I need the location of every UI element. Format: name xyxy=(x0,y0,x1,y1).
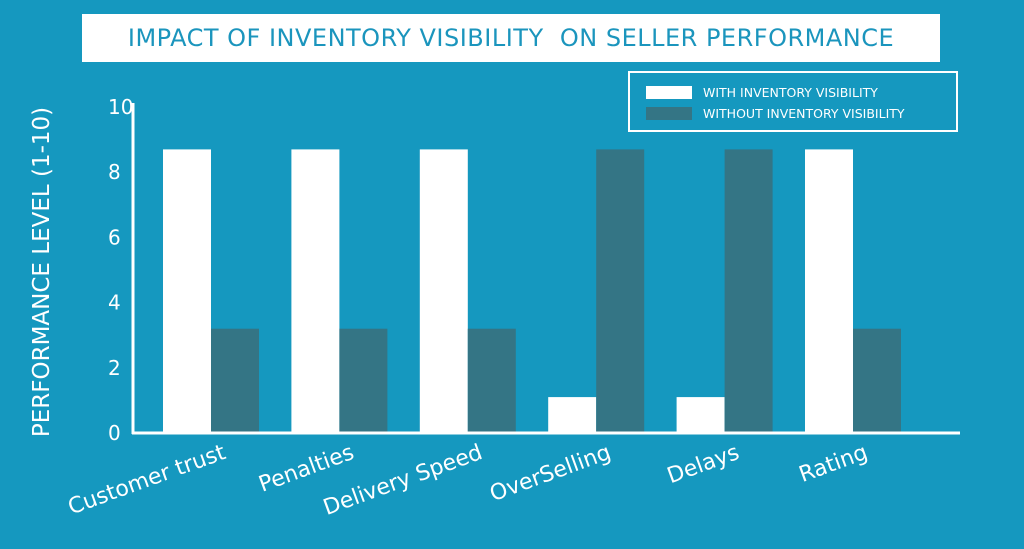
y-tick-2: 2 xyxy=(108,356,121,380)
y-tick-10: 10 xyxy=(108,95,133,119)
y-tick-4: 4 xyxy=(108,291,121,315)
y-tick-0: 0 xyxy=(108,421,121,445)
legend-swatch-without xyxy=(646,107,692,120)
chart-title: IMPACT OF INVENTORY VISIBILITY ON SELLER… xyxy=(127,24,895,52)
legend-label-with: WITH INVENTORY VISIBILITY xyxy=(703,85,878,100)
bar-with-penalties xyxy=(291,149,340,433)
bar-with-delivery-speed xyxy=(419,149,468,433)
legend-frame xyxy=(628,71,958,132)
x-label-customer-trust: Customer trust xyxy=(65,440,229,520)
bar-with-overselling xyxy=(548,397,597,433)
bar-without-penalties xyxy=(339,328,388,433)
x-label-delays: Delays xyxy=(664,440,743,489)
x-label-rating: Rating xyxy=(796,440,871,488)
legend: WITH INVENTORY VISIBILITY WITHOUT INVENT… xyxy=(628,71,958,132)
bar-without-customer-trust xyxy=(211,328,259,433)
bar-with-rating xyxy=(805,149,853,433)
bar-with-customer-trust xyxy=(163,149,211,433)
chart-title-box: IMPACT OF INVENTORY VISIBILITY ON SELLER… xyxy=(82,14,940,62)
x-label-overselling: OverSelling xyxy=(487,440,615,507)
legend-swatch-with xyxy=(646,86,692,99)
bar-without-delivery-speed xyxy=(467,328,516,433)
y-tick-8: 8 xyxy=(108,160,121,184)
legend-label-without: WITHOUT INVENTORY VISIBILITY xyxy=(703,106,905,121)
y-axis-label: PERFORMANCE LEVEL (1-10) xyxy=(29,107,55,437)
bar-without-overselling xyxy=(596,149,645,433)
y-ticks: 0 2 4 6 8 10 xyxy=(108,95,133,445)
bar-with-delays xyxy=(676,397,725,433)
bar-without-delays xyxy=(724,149,773,433)
bar-without-rating xyxy=(853,328,901,433)
bars-layer xyxy=(163,149,901,433)
y-tick-6: 6 xyxy=(108,225,121,249)
